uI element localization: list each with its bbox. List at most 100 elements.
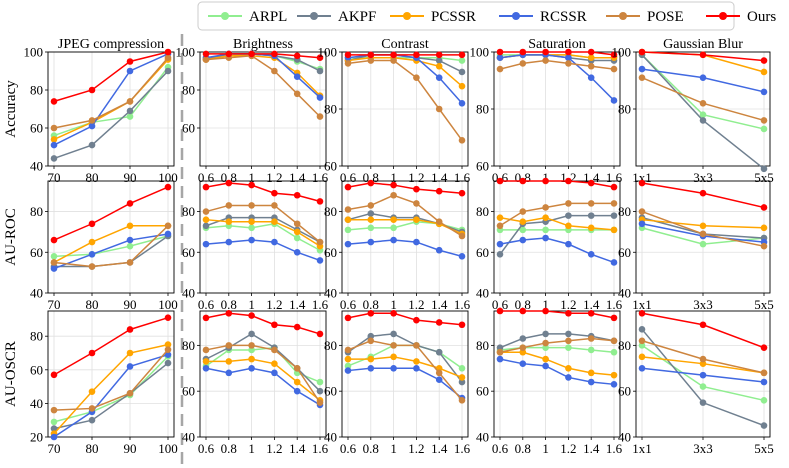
point-ours: [638, 309, 646, 317]
legend-item-arpl: ARPL: [208, 9, 287, 25]
y-tick-label: 60: [182, 384, 195, 399]
point-pose: [390, 191, 397, 199]
x-tick-label: 1: [542, 170, 549, 185]
point-pose: [699, 355, 707, 363]
point-pcssr: [435, 62, 443, 70]
x-tick-label: 0.8: [363, 441, 379, 456]
point-pose: [458, 397, 466, 404]
point-akpf: [164, 359, 172, 367]
y-tick-label: 100: [176, 45, 196, 60]
point-ours: [435, 319, 443, 326]
panel-frame: [493, 310, 621, 438]
series-line-pcssr: [205, 55, 321, 97]
series-line-ours: [500, 51, 615, 56]
point-akpf: [50, 425, 58, 432]
series-arpl: [496, 226, 618, 234]
point-ours: [126, 326, 134, 333]
point-rcssr: [638, 65, 646, 73]
point-pcssr: [293, 228, 301, 236]
point-pose: [610, 200, 618, 207]
point-pcssr: [126, 349, 134, 357]
point-ours: [293, 191, 301, 199]
series-ours: [638, 48, 768, 64]
point-ours: [519, 307, 527, 315]
point-arpl: [316, 378, 324, 386]
series-line-rcssr: [499, 237, 615, 264]
legend-marker: [719, 12, 727, 20]
point-pose: [610, 337, 618, 345]
point-pose: [519, 60, 527, 67]
series-line-pose: [499, 59, 615, 70]
series-ours: [638, 179, 768, 211]
series-ours: [50, 48, 172, 105]
series-line-ours: [500, 310, 615, 319]
series-pose: [496, 57, 618, 73]
x-tick-label: 1.2: [560, 297, 576, 312]
point-rcssr: [638, 364, 646, 372]
point-rcssr: [88, 122, 96, 130]
series-pcssr: [496, 348, 618, 379]
point-pose: [610, 65, 618, 73]
x-tick-label: 5x5: [754, 441, 774, 456]
x-tick-label: 0.6: [492, 441, 509, 456]
point-pose: [496, 222, 504, 230]
x-tick-label: 1.6: [454, 441, 471, 456]
series-pcssr: [344, 54, 466, 90]
point-rcssr: [610, 381, 618, 388]
point-arpl: [542, 344, 549, 351]
point-pose: [126, 259, 134, 266]
point-ours: [225, 50, 233, 58]
series-line-ours: [205, 182, 321, 203]
point-pose: [390, 57, 397, 64]
point-rcssr: [390, 236, 397, 244]
point-pose: [565, 200, 572, 207]
point-pose: [542, 57, 549, 64]
series-line-ours: [205, 312, 321, 335]
point-pcssr: [565, 222, 572, 230]
point-ours: [225, 309, 233, 317]
point-ours: [88, 349, 96, 357]
series-line-pose: [499, 202, 614, 227]
point-pose: [316, 238, 324, 246]
column-title: Saturation: [528, 37, 586, 52]
point-pose: [638, 208, 646, 215]
panel-3-4: 40 60 80 0.6 0.8 1 1.2 1.4 1.6: [476, 307, 623, 456]
point-pose: [271, 202, 278, 209]
point-ours: [316, 198, 324, 205]
point-pose: [293, 90, 301, 98]
series-line-akpf: [499, 333, 615, 349]
point-akpf: [390, 330, 397, 338]
point-ours: [126, 58, 134, 65]
point-ours: [88, 86, 96, 94]
point-rcssr: [390, 364, 397, 372]
series-line-pcssr: [499, 216, 615, 231]
point-rcssr: [271, 369, 278, 377]
point-pose: [699, 230, 707, 238]
series-ours: [344, 309, 466, 329]
y-tick-label: 60: [182, 121, 195, 136]
y-tick-label: 40: [182, 286, 195, 301]
point-ours: [367, 309, 375, 317]
series-line-rcssr: [347, 54, 463, 104]
point-rcssr: [367, 364, 375, 372]
point-pcssr: [542, 355, 549, 363]
point-rcssr: [293, 73, 301, 80]
point-pose: [638, 74, 646, 81]
point-pose: [164, 54, 172, 61]
series-akpf: [202, 330, 324, 395]
x-tick-label: 70: [48, 297, 61, 312]
point-ours: [587, 309, 595, 317]
point-pose: [344, 60, 352, 67]
y-tick-label: 60: [618, 384, 631, 399]
series-pose: [638, 208, 768, 250]
x-tick-label: 1: [248, 297, 255, 312]
y-tick-label: 80: [324, 204, 337, 219]
point-rcssr: [413, 364, 420, 372]
x-tick-label: 0.8: [515, 441, 531, 456]
point-pose: [565, 60, 572, 67]
legend-marker: [221, 12, 229, 20]
series-pose: [496, 200, 618, 230]
point-pose: [587, 200, 595, 207]
series-line-akpf: [205, 216, 321, 243]
